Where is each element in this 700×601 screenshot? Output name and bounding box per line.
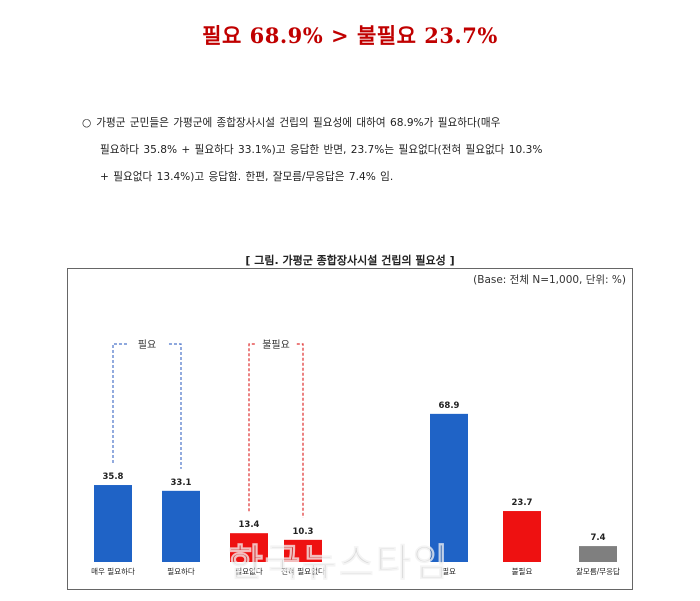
group-bracket-0	[112, 343, 182, 469]
bar-2	[230, 533, 268, 562]
bar-5	[503, 511, 541, 562]
group-label-bg-0	[127, 336, 167, 352]
group-label-bg-1	[256, 336, 296, 352]
figure-title: [ 그림. 가평군 종합장사시설 건립의 필요성 ]	[245, 254, 455, 267]
headline: 필요 68.9% > 불필요 23.7%	[202, 23, 498, 48]
value-label-1: 33.1	[171, 478, 192, 488]
category-label-6: 잘모름/무응답	[576, 566, 620, 576]
value-label-4: 68.9	[439, 401, 460, 411]
bar-0	[94, 485, 132, 562]
bar-3	[284, 539, 322, 562]
value-label-2: 13.4	[239, 520, 260, 530]
category-label-2: 필요없다	[235, 566, 263, 576]
category-label-4: 필요	[442, 566, 456, 576]
base-note: (Base: 전체 N=1,000, 단위: %)	[473, 274, 626, 286]
bar-4	[430, 413, 468, 562]
category-label-0: 매우 필요하다	[91, 566, 135, 576]
value-label-0: 35.8	[103, 472, 124, 482]
bar-6	[579, 546, 617, 562]
bullet-circle-icon: ○	[82, 117, 92, 129]
summary-line-3: + 필요없다 13.4%)고 응답함. 한편, 잘모름/무응답은 7.4% 임.	[100, 171, 394, 183]
summary-line-1: ○ 가평군 군민들은 가평군에 종합장사시설 건립의 필요성에 대하여 68.9%…	[82, 110, 642, 137]
category-label-3: 전혀 필요없다	[281, 566, 325, 576]
summary-paragraph: ○ 가평군 군민들은 가평군에 종합장사시설 건립의 필요성에 대하여 68.9%…	[82, 110, 642, 191]
value-label-6: 7.4	[590, 533, 605, 543]
group-bracket-1	[248, 343, 304, 518]
bar-1	[162, 490, 200, 562]
category-label-1: 필요하다	[167, 566, 195, 576]
summary-line-1-text: 가평군 군민들은 가평군에 종합장사시설 건립의 필요성에 대하여 68.9%가…	[96, 117, 501, 129]
group-label-0: 필요	[138, 339, 156, 351]
category-label-5: 불필요	[512, 566, 533, 576]
value-label-5: 23.7	[512, 498, 533, 508]
group-label-1: 불필요	[262, 339, 290, 351]
value-label-3: 10.3	[293, 527, 314, 537]
summary-line-2: 필요하다 35.8% + 필요하다 33.1%)고 응답한 반면, 23.7%는…	[100, 144, 543, 156]
